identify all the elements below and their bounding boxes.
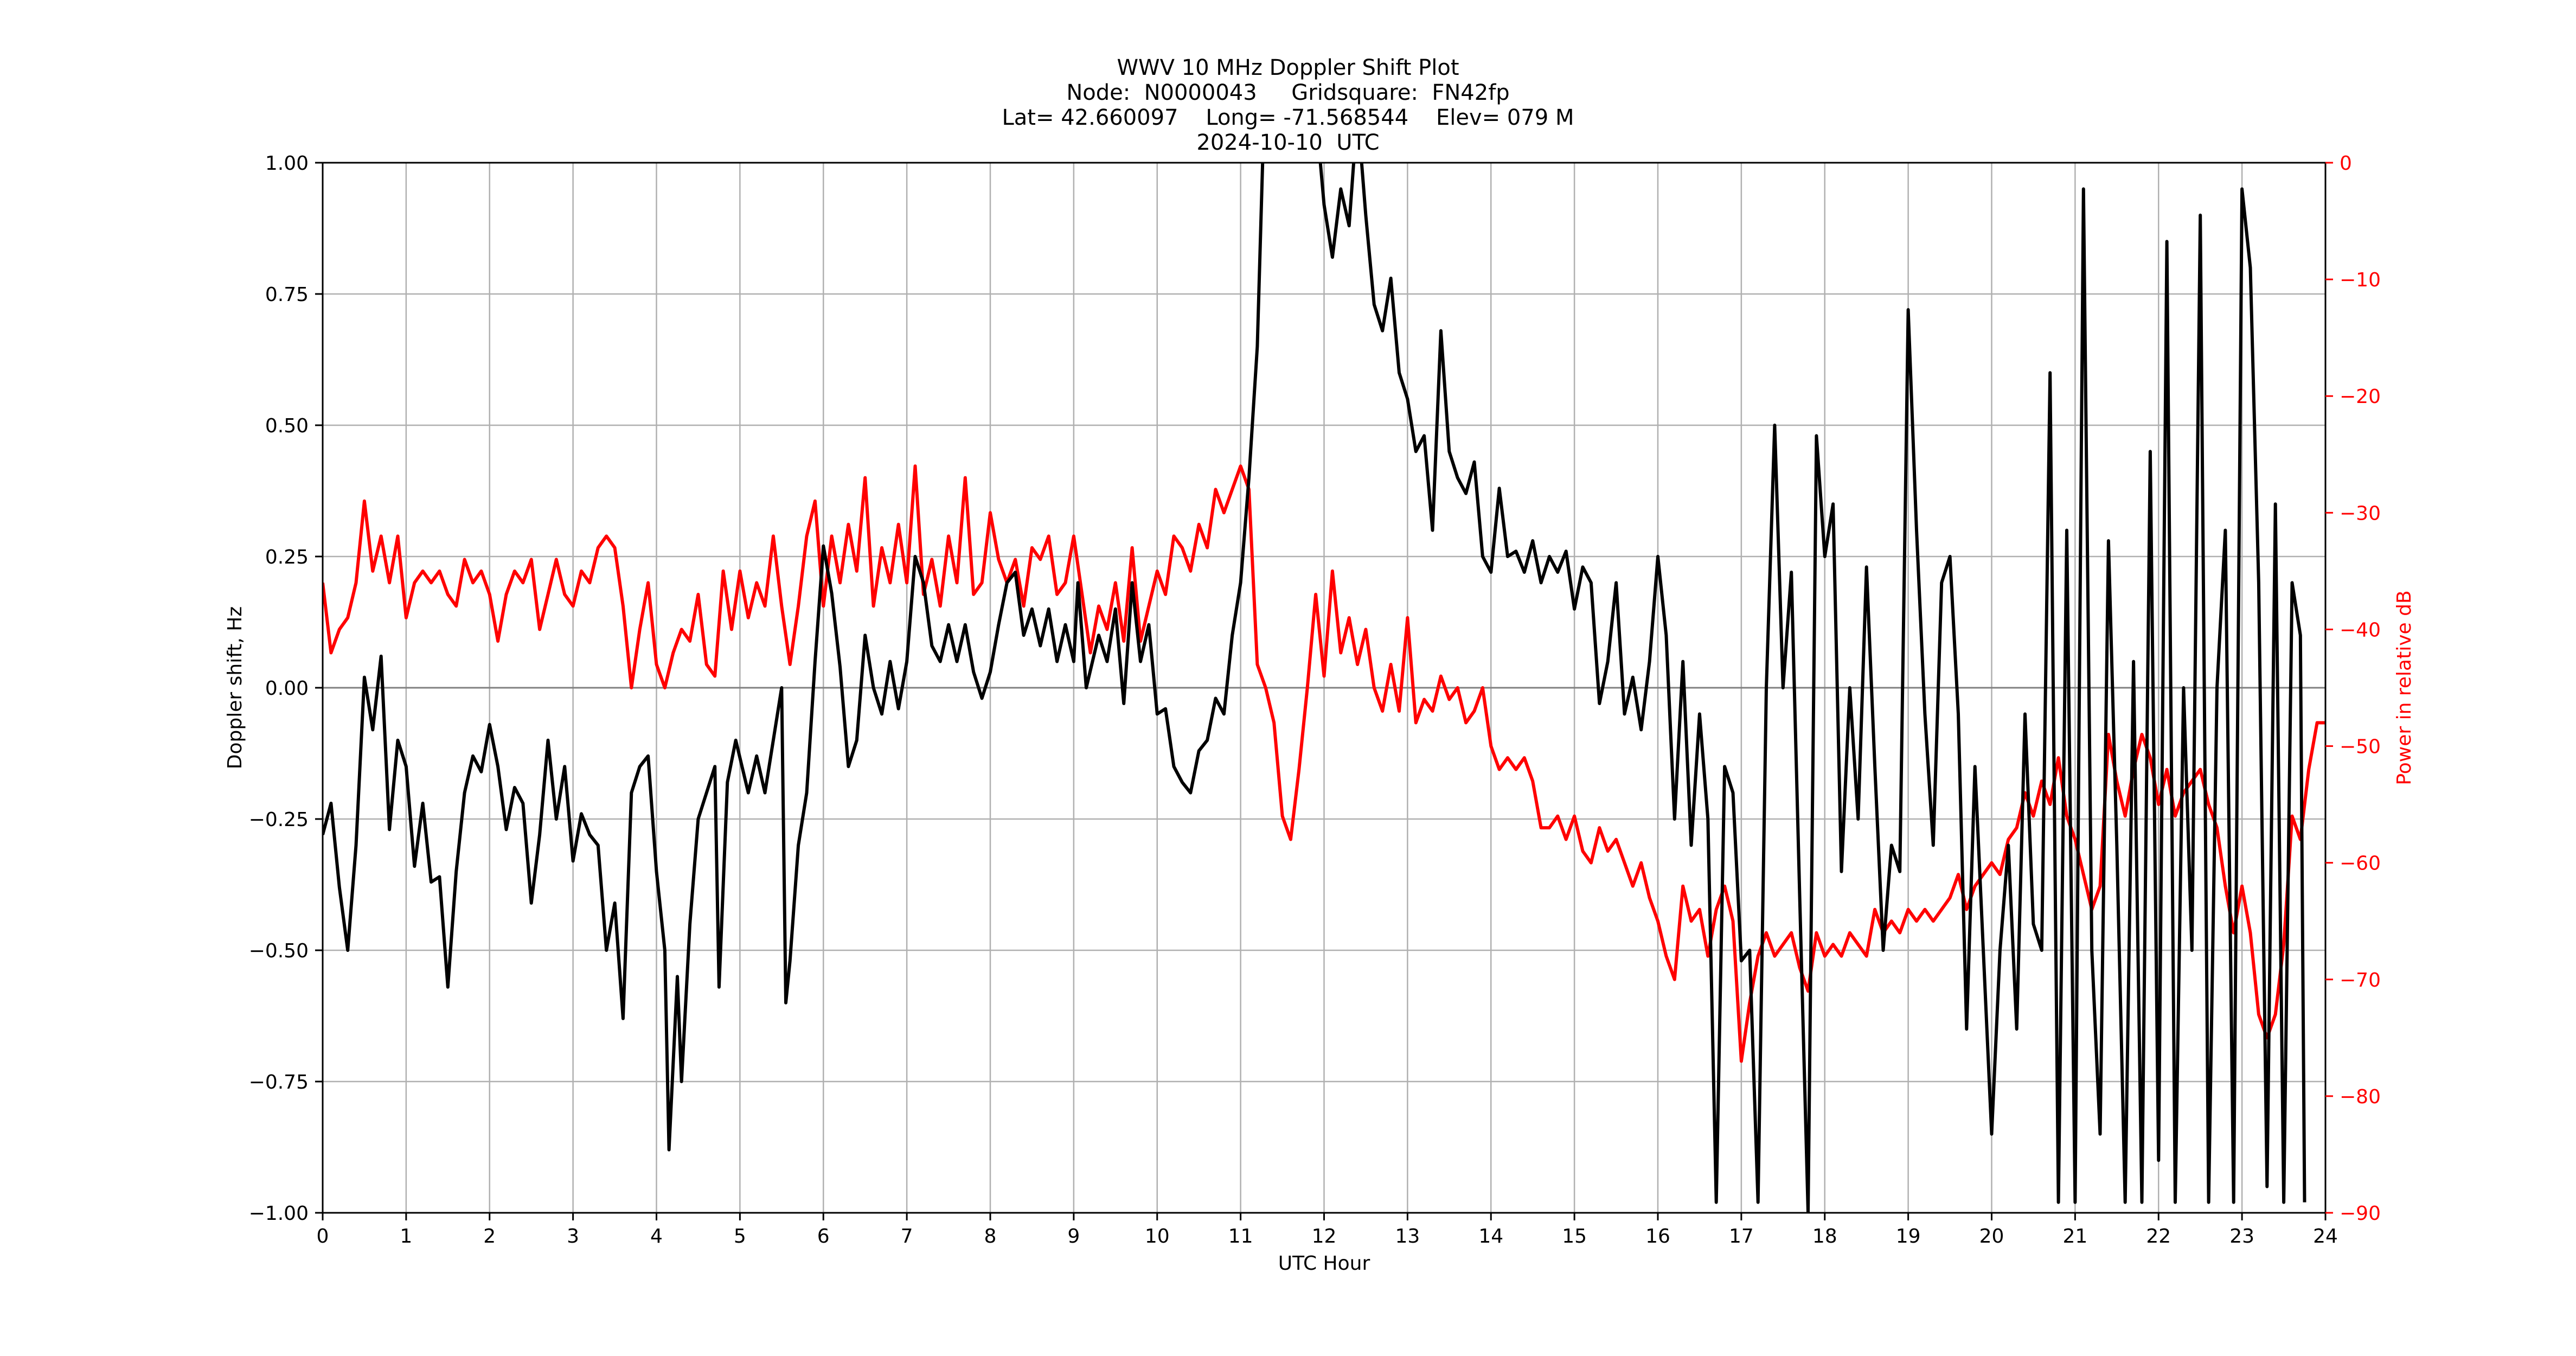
x-tick-label: 22 (2146, 1225, 2171, 1248)
y-tick-label: 0.50 (265, 415, 309, 437)
doppler-line (323, 163, 2306, 1213)
chart-subtitle-location: Lat= 42.660097 Long= -71.568544 Elev= 07… (1002, 105, 1574, 130)
x-tick-label: 19 (1896, 1225, 1921, 1248)
x-tick-label: 15 (1562, 1225, 1587, 1248)
chart-subtitle-node: Node: N0000043 Gridsquare: FN42fp (1066, 80, 1510, 105)
x-tick-label: 13 (1395, 1225, 1420, 1248)
x-tick-label: 7 (901, 1225, 913, 1248)
y2-tick-label: −20 (2340, 386, 2381, 408)
x-tick-label: 10 (1145, 1225, 1170, 1248)
y-tick-label: −0.75 (249, 1071, 309, 1093)
y2-tick-label: −70 (2340, 969, 2381, 992)
y-tick-label: 0.25 (265, 546, 309, 568)
y-axis-right: 0 −10 −20 −30 −40 −50 −60 −70 −80 −90 (2325, 152, 2381, 1225)
y2-tick-label: −10 (2340, 269, 2381, 291)
y-axis-label: Doppler shift, Hz (224, 606, 246, 769)
x-tick-label: 16 (1645, 1225, 1670, 1248)
x-tick-label: 18 (1812, 1225, 1837, 1248)
x-tick-label: 14 (1478, 1225, 1503, 1248)
chart-subtitle-date: 2024-10-10 UTC (1196, 130, 1380, 155)
x-tick-label: 6 (817, 1225, 830, 1248)
y2-tick-label: −40 (2340, 619, 2381, 641)
y2-tick-label: 0 (2340, 152, 2352, 175)
x-tick-label: 23 (2229, 1225, 2254, 1248)
x-tick-label: 17 (1729, 1225, 1754, 1248)
y-axis-left: 1.00 0.75 0.50 0.25 0.00 −0.25 −0.50 −0.75 −1.00 (249, 152, 323, 1225)
series (323, 163, 2325, 1213)
y2-tick-label: −50 (2340, 736, 2381, 758)
x-tick-label: 1 (400, 1225, 412, 1248)
y2-axis-label: Power in relative dB (2393, 590, 2415, 785)
x-tick-label: 8 (984, 1225, 997, 1248)
y2-tick-label: −60 (2340, 853, 2381, 875)
y-tick-label: 0.00 (265, 677, 309, 700)
x-tick-label: 4 (650, 1225, 663, 1248)
y-tick-label: 0.75 (265, 284, 309, 306)
x-tick-label: 9 (1067, 1225, 1080, 1248)
x-tick-label: 12 (1312, 1225, 1337, 1248)
y-tick-label: −0.25 (249, 809, 309, 831)
x-tick-label: 0 (317, 1225, 329, 1248)
y-tick-label: 1.00 (265, 152, 309, 175)
x-tick-label: 24 (2313, 1225, 2338, 1248)
y-tick-label: −0.50 (249, 940, 309, 962)
x-tick-label: 2 (483, 1225, 496, 1248)
y2-tick-label: −30 (2340, 502, 2381, 525)
y2-tick-label: −80 (2340, 1086, 2381, 1108)
power-line (323, 464, 2325, 1063)
x-tick-label: 11 (1228, 1225, 1253, 1248)
x-tick-label: 3 (567, 1225, 579, 1248)
y2-tick-label: −90 (2340, 1203, 2381, 1225)
y-tick-label: −1.00 (249, 1203, 309, 1225)
x-tick-label: 21 (2062, 1225, 2087, 1248)
x-axis-label: UTC Hour (1278, 1252, 1370, 1275)
chart-title: WWV 10 MHz Doppler Shift Plot (1117, 55, 1459, 80)
x-tick-label: 5 (734, 1225, 746, 1248)
x-axis: 0 1 2 3 4 5 6 7 8 9 10 11 12 13 14 15 16 17 18 19 20 21 22 23 24 (317, 1213, 2338, 1248)
x-tick-label: 20 (1979, 1225, 2004, 1248)
